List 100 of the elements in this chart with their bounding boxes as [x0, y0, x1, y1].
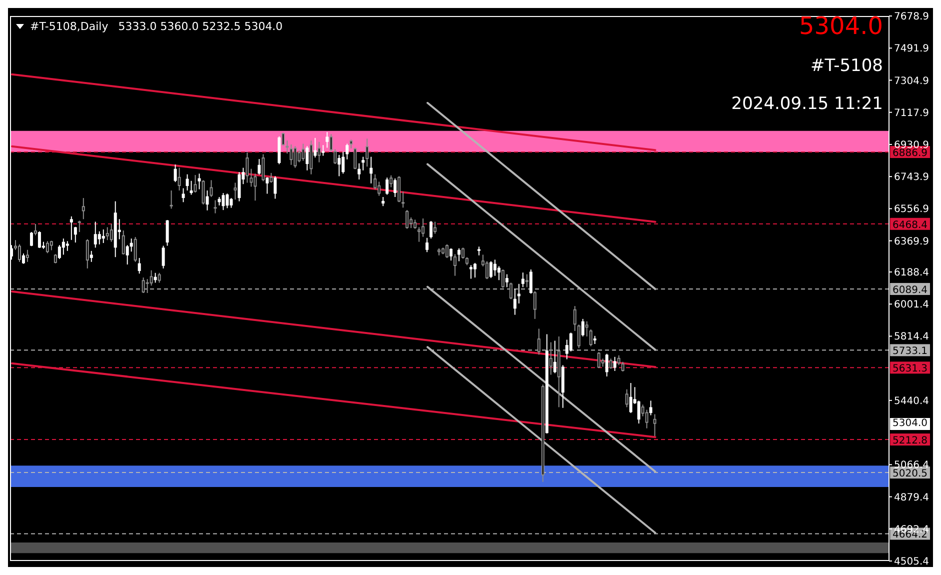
y-tick-label: 7491.9 [894, 44, 929, 55]
candlestick [426, 237, 429, 253]
candlestick [250, 168, 253, 188]
candlestick [589, 328, 592, 347]
candlestick [398, 176, 401, 203]
candlestick [158, 272, 161, 284]
candlestick [134, 236, 137, 262]
chart-subtitle: 5333.0 5360.0 5232.5 5304.0 [118, 20, 283, 33]
candlestick [489, 260, 492, 279]
candlestick [637, 400, 640, 424]
candlestick [497, 266, 500, 281]
candlestick [238, 172, 241, 202]
candlestick [298, 150, 301, 163]
y-tick-label: 6188.4 [894, 268, 929, 279]
candlestick [358, 162, 361, 180]
candlestick [222, 192, 225, 211]
candlestick [202, 180, 205, 206]
candlestick [537, 328, 540, 356]
candlestick [446, 244, 449, 258]
candlestick [26, 249, 29, 262]
candlestick [34, 223, 37, 236]
candlestick [258, 158, 261, 176]
candlestick [86, 238, 89, 269]
candlestick [262, 154, 265, 182]
candlestick [74, 226, 77, 243]
y-tick-label: 6369.9 [894, 236, 929, 248]
chart-title: #T-5108,Daily [30, 20, 108, 33]
candlestick [378, 181, 381, 196]
candlestick [70, 216, 73, 240]
candlestick [170, 190, 173, 210]
candlestick [58, 244, 61, 260]
candlestick [394, 178, 397, 198]
candlestick [649, 400, 652, 416]
candlestick [226, 193, 229, 209]
candlestick [549, 342, 552, 376]
candlestick [314, 137, 317, 158]
candlestick [214, 200, 217, 214]
candlestick [146, 278, 149, 294]
candlestick [553, 340, 556, 374]
candlestick [46, 240, 49, 254]
candlestick [334, 148, 337, 165]
candlestick [322, 144, 325, 156]
candlestick [302, 143, 305, 162]
candlestick [94, 221, 97, 248]
candlestick [621, 361, 624, 372]
candlestick [174, 164, 177, 183]
candlestick [318, 141, 321, 163]
candlestick [390, 174, 393, 188]
candlestick [194, 174, 197, 194]
candlestick [533, 290, 536, 320]
candlestick [106, 226, 109, 241]
candlestick [382, 196, 385, 207]
candlestick [370, 156, 373, 184]
candlestick [509, 282, 512, 300]
y-tick-label: 7304.9 [894, 76, 929, 87]
candlestick [18, 244, 21, 262]
candlestick [230, 198, 233, 208]
candlestick [386, 177, 389, 196]
candlestick [521, 272, 524, 288]
candlestick [162, 245, 165, 269]
candlestick [366, 138, 369, 168]
candlestick [513, 288, 516, 316]
y-tick-label: 7117.9 [894, 108, 929, 119]
candlestick [270, 172, 273, 184]
candlestick [66, 240, 69, 252]
candlestick [254, 173, 257, 202]
candlestick [206, 190, 209, 211]
candlestick [402, 190, 405, 208]
candlestick [306, 146, 309, 171]
candlestick [362, 156, 365, 171]
candlestick [469, 264, 472, 280]
candlestick [178, 167, 181, 191]
candlestick [422, 218, 425, 238]
candlestick [617, 354, 620, 366]
annotation: #T-5108 [810, 56, 883, 76]
candlestick [150, 270, 153, 286]
candlestick [210, 180, 213, 198]
candlestick [130, 238, 133, 252]
annotation: 5304.0 [890, 418, 930, 430]
candlestick [110, 223, 113, 242]
candlestick [182, 188, 185, 203]
candlestick [609, 358, 612, 370]
candlestick [266, 176, 269, 194]
candlestick [102, 228, 105, 244]
candlestick [234, 182, 237, 200]
candlestick [294, 146, 297, 168]
candlestick [142, 277, 145, 294]
candlestick [597, 352, 600, 369]
ref-line-label: 6089.4 [892, 284, 928, 296]
candlestick [461, 247, 464, 260]
candlestick [374, 174, 377, 190]
candlestick [82, 198, 85, 220]
candlestick [338, 154, 341, 177]
candlestick [346, 143, 349, 160]
candlestick [326, 132, 329, 148]
candlestick [414, 219, 417, 230]
ref-line-label: 5020.5 [892, 468, 928, 480]
candlestick [629, 382, 632, 414]
annotation: 2024.09.15 11:21 [731, 94, 883, 114]
candlestick [122, 230, 125, 256]
